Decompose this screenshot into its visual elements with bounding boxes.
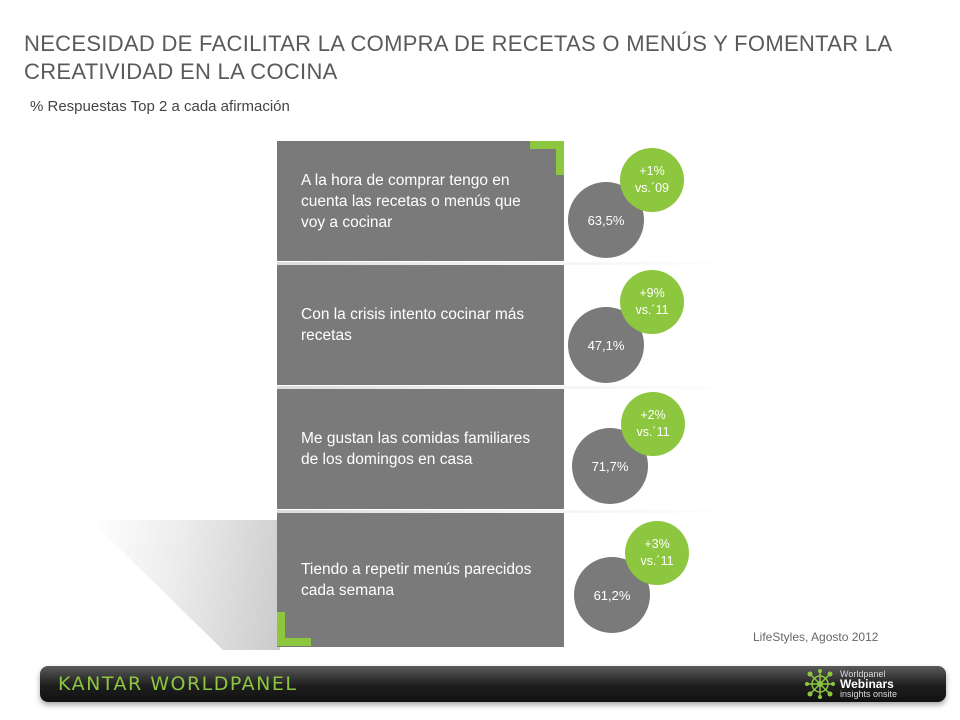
change-reference: vs.´09	[634, 181, 670, 195]
divider	[277, 386, 745, 389]
page-subtitle: % Respuestas Top 2 a cada afirmación	[30, 98, 290, 115]
change-value: +1%	[639, 164, 665, 178]
percentage-value: 61,2%	[593, 587, 631, 603]
webinars-logo-text: Worldpanel Webinars insights onsite	[840, 669, 897, 699]
percentage-value: 47,1%	[587, 337, 625, 353]
statement-panel-4: Tiendo a repetir menús parecidos cada se…	[277, 513, 564, 647]
change-badge: +3% vs.´11	[625, 521, 689, 585]
change-reference: vs.´11	[640, 554, 674, 568]
corner-bracket-top-right	[530, 141, 564, 175]
statement-text: Tiendo a repetir menús parecidos cada se…	[301, 561, 532, 599]
corner-bracket-bottom-left	[277, 612, 311, 646]
page-title: NECESIDAD DE FACILITAR LA COMPRA DE RECE…	[24, 31, 892, 84]
statement-panel-3: Me gustan las comidas familiares de los …	[277, 389, 564, 509]
network-icon	[805, 669, 835, 699]
change-badge: +1% vs.´09	[620, 148, 684, 212]
change-badge: +2% vs.´11	[621, 392, 685, 456]
percentage-value: 71,7%	[591, 458, 629, 474]
kantar-worldpanel-logo: KANTAR WORLDPANEL	[58, 673, 298, 695]
webinar-line-1: Worldpanel	[840, 669, 886, 679]
statement-panel-1: A la hora de comprar tengo en cuenta las…	[277, 141, 564, 261]
statement-text: Con la crisis intento cocinar más receta…	[301, 306, 525, 344]
percentage-circle: 61,2%	[574, 557, 650, 633]
source-note: LifeStyles, Agosto 2012	[753, 630, 879, 644]
divider	[277, 262, 745, 265]
decorative-shadow	[90, 520, 280, 650]
change-badge: +9% vs.´11	[620, 270, 684, 334]
change-value: +9%	[639, 286, 665, 300]
change-value: +2%	[640, 408, 666, 422]
webinar-line-3: insights onsite	[840, 689, 898, 699]
percentage-value: 63,5%	[587, 212, 625, 228]
webinar-line-2: Webinars	[840, 677, 894, 691]
change-reference: vs.´11	[635, 303, 669, 317]
change-reference: vs.´11	[636, 425, 670, 439]
divider	[277, 510, 745, 513]
statement-panel-2: Con la crisis intento cocinar más receta…	[277, 265, 564, 385]
change-value: +3%	[644, 537, 670, 551]
statement-text: A la hora de comprar tengo en cuenta las…	[301, 171, 521, 231]
statement-text: Me gustan las comidas familiares de los …	[301, 430, 531, 468]
footer-bar: KANTAR WORLDPANEL Worldpanel Webinars in…	[40, 666, 946, 702]
